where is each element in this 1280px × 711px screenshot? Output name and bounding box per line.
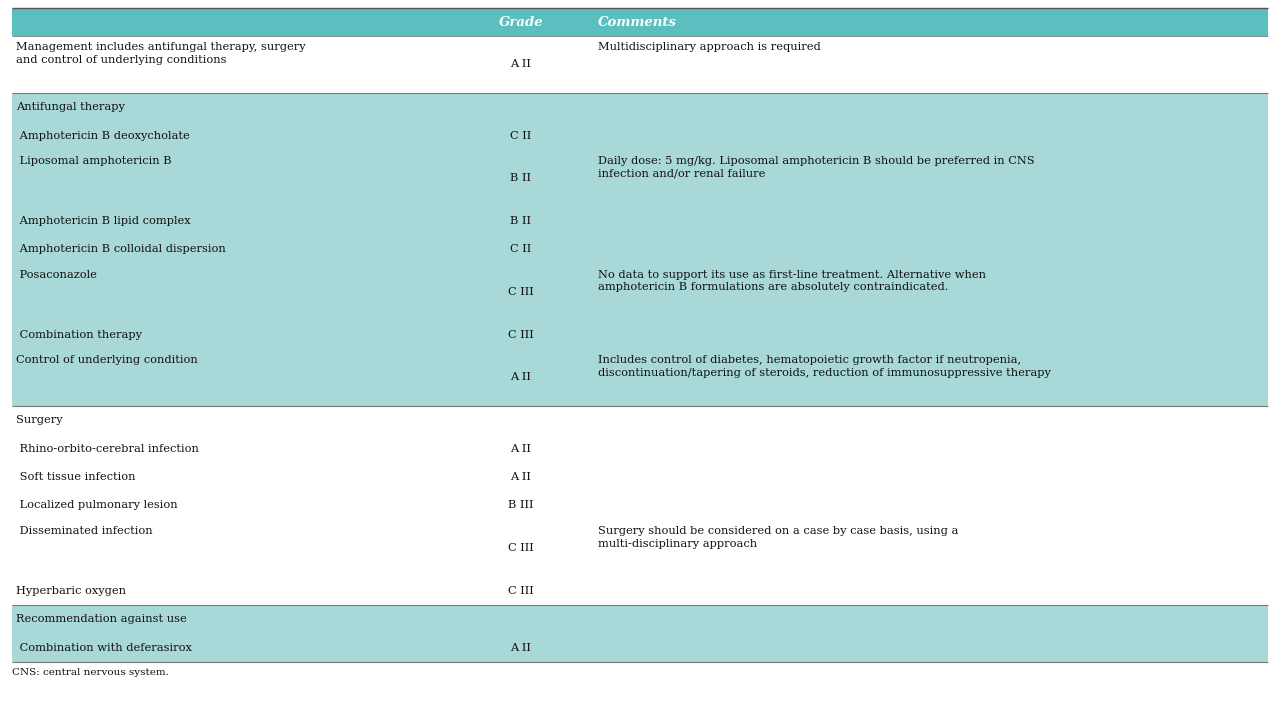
Text: B III: B III	[508, 501, 534, 510]
Bar	[12, 634, 1268, 662]
Text: Includes control of diabetes, hematopoietic growth factor if neutropenia,
discon: Includes control of diabetes, hematopoie…	[598, 355, 1051, 378]
Text: CNS: central nervous system.: CNS: central nervous system.	[12, 668, 169, 677]
Text: Localized pulmonary lesion: Localized pulmonary lesion	[15, 501, 178, 510]
Text: A II: A II	[511, 643, 531, 653]
Text: Comments: Comments	[598, 16, 677, 28]
Text: A II: A II	[511, 444, 531, 454]
Text: B II: B II	[511, 173, 531, 183]
Text: Amphotericin B deoxycholate: Amphotericin B deoxycholate	[15, 131, 189, 141]
Text: Antifungal therapy: Antifungal therapy	[15, 102, 125, 112]
Text: A II: A II	[511, 60, 531, 70]
Bar	[12, 577, 1268, 605]
Bar	[12, 520, 1268, 577]
Text: Combination therapy: Combination therapy	[15, 330, 142, 340]
Bar	[12, 36, 1268, 93]
Text: A II: A II	[511, 373, 531, 383]
Text: Surgery: Surgery	[15, 415, 63, 425]
Text: C III: C III	[508, 586, 534, 596]
Text: A II: A II	[511, 472, 531, 482]
Text: Daily dose: 5 mg/kg. Liposomal amphotericin B should be preferred in CNS
infecti: Daily dose: 5 mg/kg. Liposomal amphoteri…	[598, 156, 1034, 178]
Text: C III: C III	[508, 330, 534, 340]
Text: Grade: Grade	[499, 16, 543, 28]
Text: Multidisciplinary approach is required: Multidisciplinary approach is required	[598, 42, 820, 52]
Bar	[12, 349, 1268, 406]
Bar	[12, 122, 1268, 150]
Text: C II: C II	[511, 245, 531, 255]
Bar	[12, 434, 1268, 463]
Bar	[12, 264, 1268, 321]
Text: C III: C III	[508, 287, 534, 297]
Text: Hyperbaric oxygen: Hyperbaric oxygen	[15, 586, 125, 596]
Bar	[12, 491, 1268, 520]
Text: Rhino-orbito-cerebral infection: Rhino-orbito-cerebral infection	[15, 444, 198, 454]
Bar	[12, 150, 1268, 207]
Text: Amphotericin B colloidal dispersion: Amphotericin B colloidal dispersion	[15, 245, 225, 255]
Text: Control of underlying condition: Control of underlying condition	[15, 355, 197, 365]
Bar	[12, 406, 1268, 434]
Bar	[12, 605, 1268, 634]
Bar	[12, 93, 1268, 122]
Text: Amphotericin B lipid complex: Amphotericin B lipid complex	[15, 216, 191, 226]
Bar	[12, 8, 1268, 36]
Text: Soft tissue infection: Soft tissue infection	[15, 472, 136, 482]
Text: Combination with deferasirox: Combination with deferasirox	[15, 643, 192, 653]
Text: Surgery should be considered on a case by case basis, using a
multi-disciplinary: Surgery should be considered on a case b…	[598, 525, 959, 548]
Bar	[12, 321, 1268, 349]
Text: C III: C III	[508, 543, 534, 553]
Text: Disseminated infection: Disseminated infection	[15, 525, 152, 535]
Text: C II: C II	[511, 131, 531, 141]
Text: Recommendation against use: Recommendation against use	[15, 614, 187, 624]
Bar	[12, 235, 1268, 264]
Text: Posaconazole: Posaconazole	[15, 269, 97, 279]
Bar	[12, 463, 1268, 491]
Bar	[12, 207, 1268, 235]
Text: No data to support its use as first-line treatment. Alternative when
amphoterici: No data to support its use as first-line…	[598, 269, 986, 292]
Text: Liposomal amphotericin B: Liposomal amphotericin B	[15, 156, 172, 166]
Text: B II: B II	[511, 216, 531, 226]
Text: Management includes antifungal therapy, surgery
and control of underlying condit: Management includes antifungal therapy, …	[15, 42, 306, 65]
